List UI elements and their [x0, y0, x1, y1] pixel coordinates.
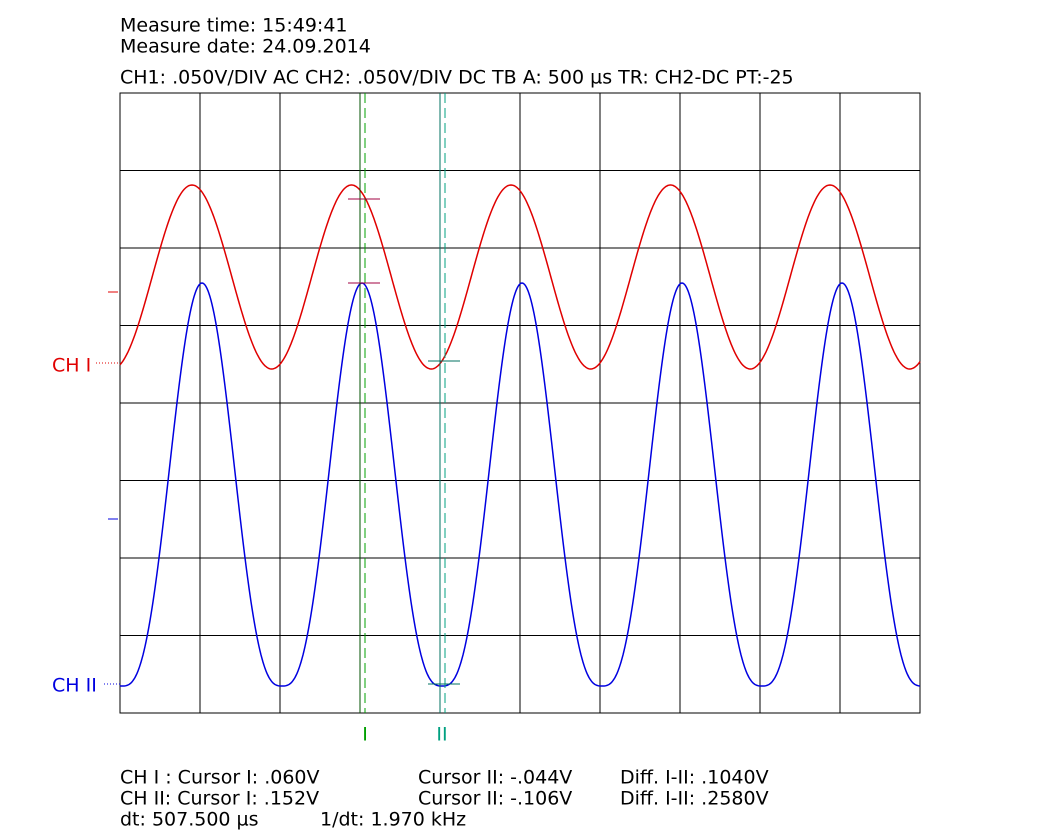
ch2-trace [120, 282, 921, 687]
settings: CH1: .050V/DIV AC CH2: .050V/DIV DC TB A… [120, 67, 794, 89]
readout: CH I : Cursor I: .060V [120, 767, 320, 789]
readout: 1/dt: 1.970 kHz [320, 809, 466, 831]
grid [120, 93, 920, 713]
ch1-trace [119, 184, 921, 370]
readout: Cursor II: -.106V [418, 788, 572, 810]
cursor-2-label: II [436, 724, 447, 746]
frame [119, 92, 921, 714]
measure-time: Measure time: 15:49:41 [120, 15, 348, 37]
ch2-label: CH II [52, 675, 97, 697]
readout: Diff. I-II: .1040V [620, 767, 769, 789]
readout: Diff. I-II: .2580V [620, 788, 769, 810]
ch1-label: CH I [52, 355, 91, 377]
readout: Cursor II: -.044V [418, 767, 572, 789]
readout: CH II: Cursor I: .152V [120, 788, 319, 810]
cursor-1-label: I [362, 724, 368, 746]
measure-date: Measure date: 24.09.2014 [120, 36, 371, 58]
readout: dt: 507.500 µs [120, 809, 259, 831]
